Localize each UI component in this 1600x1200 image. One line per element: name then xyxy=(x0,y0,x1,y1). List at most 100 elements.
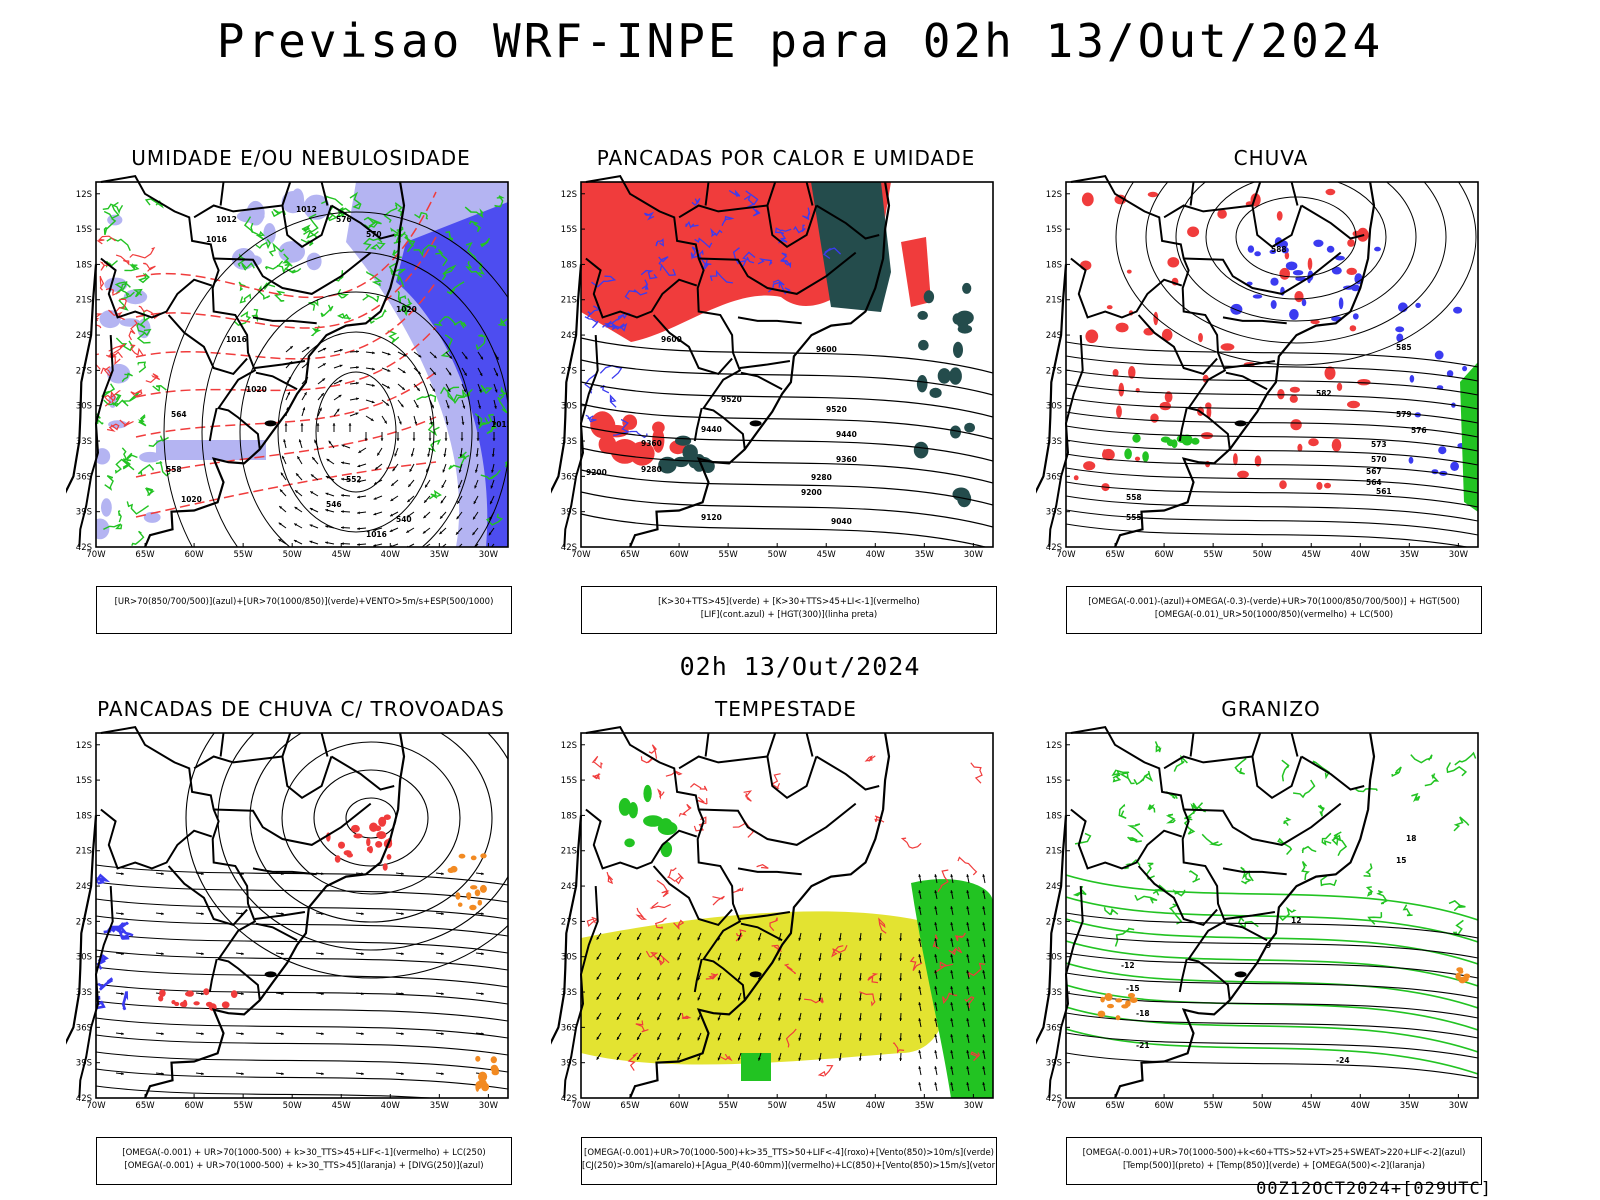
contour-fragment xyxy=(743,790,753,802)
contour-line xyxy=(96,932,508,954)
contour-fragment xyxy=(303,213,319,235)
wind-arrowhead xyxy=(616,956,620,960)
contour-line xyxy=(96,949,508,971)
shaded-cell xyxy=(96,518,110,540)
wind-arrowhead xyxy=(966,1002,970,1006)
shaded-cell xyxy=(1301,299,1307,307)
wind-arrowhead xyxy=(950,1002,954,1006)
shaded-cell xyxy=(203,988,210,996)
wind-arrowhead xyxy=(371,400,375,404)
contour-fragment xyxy=(414,211,429,220)
wind-area-small xyxy=(741,1053,771,1081)
contour-label: 552 xyxy=(346,475,362,484)
lat-tick-label: 36S xyxy=(561,472,577,482)
lat-tick-label: 30S xyxy=(1046,402,1062,412)
lon-tick-label: 55W xyxy=(719,1101,739,1111)
shaded-cell xyxy=(923,290,935,304)
shaded-cell xyxy=(1230,303,1243,315)
wind-arrowhead xyxy=(934,986,938,990)
map-frame xyxy=(95,181,509,548)
contour-label: 561 xyxy=(1376,487,1392,496)
wind-arrowhead xyxy=(309,507,313,511)
wind-arrowhead xyxy=(446,405,450,409)
wind-arrowhead xyxy=(443,454,447,457)
shaded-cell xyxy=(1284,251,1290,260)
contour-fragment xyxy=(121,991,129,1011)
wind-arrowhead xyxy=(918,954,922,958)
wind-arrowhead xyxy=(966,906,970,910)
height-contour xyxy=(1145,182,1447,344)
contour-fragment xyxy=(117,510,122,523)
wind-arrowhead xyxy=(319,407,322,411)
shaded-cell xyxy=(303,194,330,220)
shaded-cell xyxy=(622,414,638,430)
wind-arrowhead xyxy=(282,455,285,459)
shaded-cell xyxy=(470,855,477,861)
wind-arrowhead xyxy=(356,365,359,369)
contour-label: 18 xyxy=(1406,834,1416,843)
shaded-cell xyxy=(450,865,458,873)
shaded-cell xyxy=(1349,325,1357,332)
shaded-cell xyxy=(1396,333,1404,343)
shaded-cell xyxy=(1453,306,1463,314)
wind-arrowhead xyxy=(341,510,344,513)
wind-arrowhead xyxy=(433,371,436,375)
wind-arrowhead xyxy=(390,498,394,501)
wind-arrowhead xyxy=(458,469,462,473)
wind-arrowhead xyxy=(677,1017,681,1021)
contour-fragment xyxy=(406,239,416,253)
wind-arrowhead xyxy=(616,936,620,940)
contour-fragment xyxy=(1119,771,1135,785)
country-border xyxy=(1189,732,1195,757)
lat-tick-label: 30S xyxy=(1046,953,1062,963)
contour-fragment xyxy=(257,285,271,300)
shaded-cell xyxy=(1279,267,1290,280)
wind-arrowhead xyxy=(281,1032,284,1036)
wind-arrowhead xyxy=(879,1018,882,1021)
contour-fragment xyxy=(108,343,126,354)
contour-fragment xyxy=(397,290,407,304)
legend-box: [OMEGA(-0.001)+UR>70(1000-500)+k<60+TTS>… xyxy=(1066,1137,1482,1185)
wind-arrowhead xyxy=(918,1034,922,1038)
shaded-cell xyxy=(1326,245,1335,253)
wind-arrowhead xyxy=(398,421,402,425)
lon-tick-label: 45W xyxy=(817,1101,837,1111)
wind-arrowhead xyxy=(982,1002,986,1006)
shaded-cell xyxy=(382,863,388,871)
wind-arrowhead xyxy=(283,439,286,443)
shaded-cell xyxy=(1270,277,1279,286)
wind-arrowhead xyxy=(295,490,299,493)
contour-fragment xyxy=(310,325,322,337)
wind-arrowhead xyxy=(341,526,344,530)
shaded-cell xyxy=(643,815,663,827)
country-border xyxy=(78,335,114,548)
wind-arrowhead xyxy=(637,1057,640,1061)
contour-fragment xyxy=(1234,757,1247,775)
contour-label: 9360 xyxy=(641,439,662,448)
wind-arrowhead xyxy=(328,440,332,444)
shaded-cell xyxy=(491,1066,499,1073)
wind-arrowhead xyxy=(838,998,842,1001)
wind-arrowhead xyxy=(950,890,954,894)
streamline xyxy=(313,769,429,867)
panel-chuva: CHUVA 588 585 582 579 576 573 570 567 564 561 558 5… xyxy=(1036,146,1506,636)
wind-arrowhead xyxy=(390,513,394,517)
wind-arrowhead xyxy=(355,397,359,401)
shaded-cell xyxy=(99,310,121,329)
lat-tick-label: 39S xyxy=(561,1059,577,1069)
contour-fragment xyxy=(494,195,505,208)
contour-fragment xyxy=(243,216,254,234)
wind-arrowhead xyxy=(934,906,938,910)
wind-arrowhead xyxy=(490,485,494,489)
wind-arrowhead xyxy=(637,997,640,1001)
lon-tick-label: 35W xyxy=(1400,550,1420,560)
shaded-cell xyxy=(1338,297,1344,310)
country-border xyxy=(563,335,599,548)
contour-fragment xyxy=(1184,805,1207,820)
lon-tick-label: 70W xyxy=(1056,1101,1076,1111)
contour-fragment xyxy=(468,220,482,233)
country-border xyxy=(805,181,814,206)
contour-fragment xyxy=(428,489,442,500)
lon-tick-label: 40W xyxy=(866,1101,886,1111)
